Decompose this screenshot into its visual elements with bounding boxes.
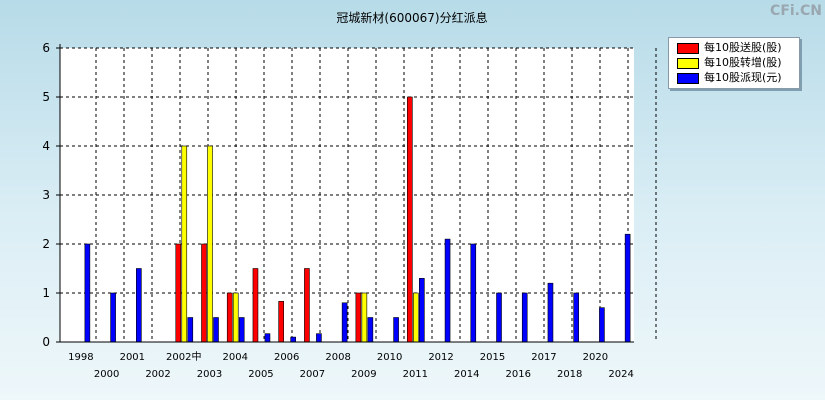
x-tick-label: 2009 — [351, 369, 376, 380]
bar-pai-2018 — [573, 292, 579, 343]
bar-pai-2009 — [367, 317, 374, 343]
bar-zhuan-2004 — [232, 292, 239, 343]
legend: 每10股送股(股) 每10股转增(股) 每10股派现(元) — [668, 37, 800, 89]
x-tick-label: 2011 — [403, 369, 428, 380]
x-tick-label: 2002 — [145, 369, 170, 380]
y-tick-label: 6 — [42, 41, 50, 55]
bar-pai-2020 — [599, 307, 605, 343]
x-tick-label: 2007 — [300, 369, 325, 380]
bar-zhuan-2011 — [413, 292, 419, 343]
x-tick-label: 2008 — [325, 352, 350, 363]
legend-label-song: 每10股送股(股) — [704, 41, 782, 54]
axes — [59, 44, 634, 343]
grid-lines — [60, 47, 657, 342]
legend-swatch-blue — [677, 73, 699, 84]
bar-song-2009 — [355, 292, 362, 343]
legend-swatch-red — [677, 43, 699, 54]
bar-pai-1998 — [84, 243, 91, 343]
x-tick-label: 2024 — [608, 369, 633, 380]
plot-background — [60, 48, 634, 342]
bar-pai-2015 — [496, 292, 502, 343]
watermark: CFi.CN — [770, 3, 822, 19]
plot-area — [60, 48, 634, 342]
y-tick-label: 2 — [42, 237, 50, 251]
x-tick-label: 2012 — [428, 352, 453, 363]
bar-pai-2024 — [624, 233, 631, 343]
y-tick-label: 4 — [42, 139, 50, 153]
legend-swatch-yellow — [677, 58, 699, 69]
bar-pai-2017 — [547, 282, 554, 343]
bar-pai-2005 — [264, 333, 271, 343]
x-tick-label: 2000 — [94, 369, 119, 380]
bar-song-2002中 — [175, 243, 182, 343]
bar-pai-2014 — [470, 243, 477, 343]
x-tick-label: 2018 — [557, 369, 582, 380]
legend-label-zhuan: 每10股转增(股) — [704, 56, 782, 69]
bar-pai-2008 — [341, 302, 348, 343]
bar-pai-2007 — [316, 333, 322, 343]
bar-song-2007 — [304, 268, 310, 343]
y-tick-label: 3 — [42, 188, 50, 202]
x-tick-label: 2006 — [274, 352, 299, 363]
bar-pai-2003 — [213, 317, 219, 343]
bar-pai-2010 — [393, 317, 399, 343]
bar-pai-2004 — [238, 317, 245, 343]
bar-zhuan-2009 — [361, 292, 368, 343]
x-tick-label: 2020 — [583, 352, 608, 363]
x-tick-label: 2016 — [506, 369, 531, 380]
y-tick-labels: 0 1 2 3 4 5 6 — [42, 41, 60, 349]
bar-pai-2012 — [444, 238, 451, 343]
bar-pai-2001 — [136, 268, 142, 343]
y-tick-label: 5 — [42, 90, 50, 104]
bar-pai-2000 — [110, 292, 116, 343]
bar-pai-2011 — [419, 277, 425, 343]
x-tick-label: 2014 — [454, 369, 479, 380]
bar-zhuan-2003 — [207, 145, 213, 343]
bar-zhuan-2002中 — [181, 145, 188, 343]
x-tick-label: 2015 — [480, 352, 505, 363]
chart-title: 冠城新材(600067)分红派息 — [336, 10, 487, 25]
bar-song-2011 — [407, 96, 413, 343]
x-tick-label: 2003 — [197, 369, 222, 380]
x-tick-label: 2002中 — [166, 350, 201, 363]
x-tick-labels: 19982000200120022002中2003200420052006200… — [68, 350, 634, 380]
x-tick-label: 2004 — [223, 352, 248, 363]
x-tick-label: 1998 — [68, 352, 93, 363]
bar-song-2003 — [201, 243, 207, 343]
y-tick-label: 0 — [42, 335, 50, 349]
bar-pai-2016 — [521, 292, 528, 343]
legend-label-pai: 每10股派现(元) — [704, 71, 782, 84]
bar-song-2006 — [278, 301, 284, 343]
x-tick-label: 2017 — [531, 352, 556, 363]
bar-pai-2006 — [290, 336, 296, 343]
y-tick-label: 1 — [42, 286, 50, 300]
x-tick-label: 2010 — [377, 352, 402, 363]
bar-song-2005 — [252, 268, 259, 343]
x-tick-label: 2001 — [120, 352, 145, 363]
x-tick-label: 2005 — [248, 369, 273, 380]
bar-pai-2002中 — [187, 317, 194, 343]
bar-song-2004 — [226, 292, 233, 343]
